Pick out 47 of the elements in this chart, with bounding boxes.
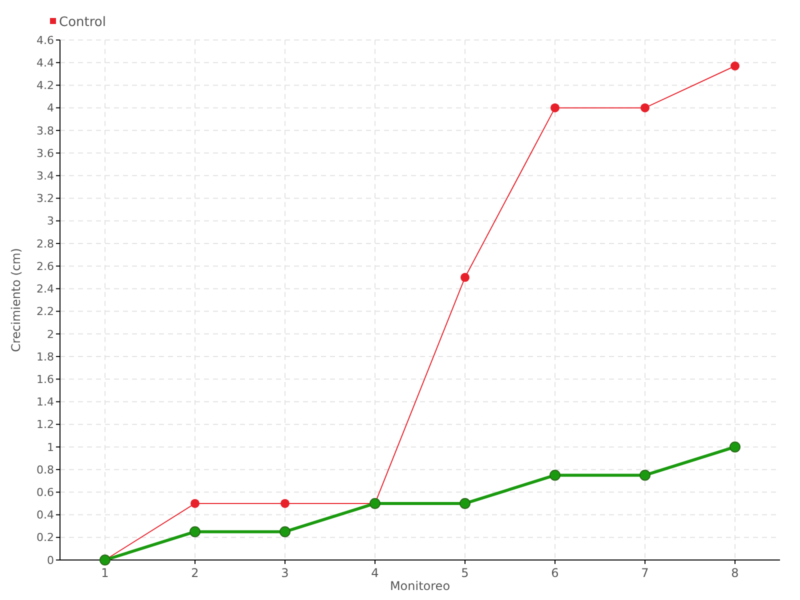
point [640,470,650,481]
y-tick-label: 2 [47,328,54,341]
y-tick-label: 3.2 [36,192,54,206]
point [550,470,560,481]
point [280,498,290,508]
y-tick-label: 0.8 [36,463,54,476]
x-tick-label: 1 [101,566,109,580]
y-tick-label: 2.6 [36,260,54,273]
point [190,498,200,508]
x-tick-label: 2 [191,566,199,580]
point [550,103,560,112]
y-tick-label: 1.8 [36,350,54,364]
x-axis-title: Monitoreo [390,579,450,593]
y-tick-label: 0.4 [36,508,54,522]
x-tick-label: 3 [281,566,289,580]
y-tick-label: 4 [47,102,54,115]
y-tick-label: 1.6 [36,372,54,386]
point [460,272,470,282]
y-tick-label: 3 [47,214,54,228]
y-tick-label: 3.8 [36,124,54,138]
point [460,498,470,509]
point [730,62,740,70]
x-tick-label: 6 [551,566,559,580]
y-tick-label: 2.4 [36,282,54,296]
y-tick-label: 2.8 [36,237,54,250]
x-tick-label: 8 [731,566,739,580]
point [730,441,740,452]
x-tick-label: 4 [371,566,379,580]
y-tick-label: 0.2 [36,531,54,544]
y-tick-label: 0 [47,554,54,567]
y-tick-label: 1 [47,440,54,454]
y-tick-label: 3.4 [36,170,54,182]
point [640,103,650,112]
y-tick-label: 3.6 [36,146,54,160]
y-tick-label: 4.6 [36,34,54,47]
point [280,526,290,538]
y-tick-label: 4.4 [36,56,54,70]
legend-label: Control [59,15,106,30]
y-tick-label: 1.4 [36,396,54,409]
y-tick-label: 1.2 [36,418,54,432]
y-axis-title: Crecimiento (cm) [9,248,23,352]
y-tick-label: 2.2 [36,305,54,318]
x-tick-label: 7 [641,566,649,580]
x-tick-label: 5 [461,566,469,580]
point [190,526,200,538]
y-tick-label: 0.6 [36,486,54,500]
y-tick-label: 4.2 [36,79,54,92]
